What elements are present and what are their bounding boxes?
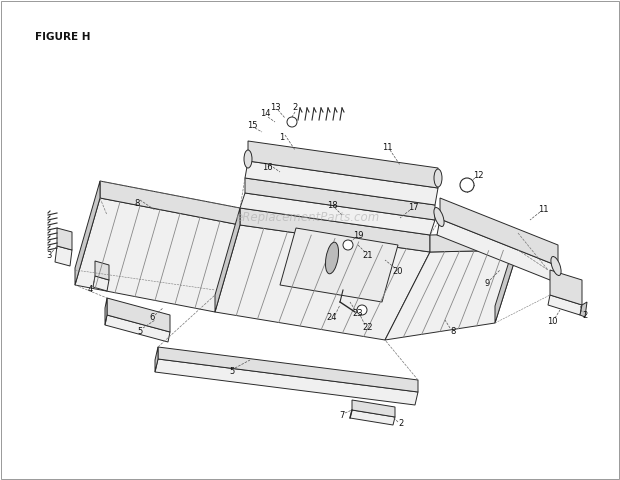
Text: 4: 4 (87, 286, 92, 295)
Circle shape (460, 178, 474, 192)
Text: 18: 18 (327, 201, 337, 209)
Text: 10: 10 (547, 316, 557, 325)
Polygon shape (215, 208, 240, 312)
Polygon shape (57, 228, 72, 250)
Polygon shape (280, 228, 398, 302)
Text: 13: 13 (270, 103, 280, 111)
Text: 22: 22 (363, 324, 373, 333)
Ellipse shape (551, 256, 561, 276)
Polygon shape (107, 298, 170, 332)
Circle shape (357, 305, 367, 315)
Ellipse shape (434, 169, 442, 187)
Text: 11: 11 (538, 204, 548, 214)
Polygon shape (93, 276, 109, 291)
Text: 17: 17 (408, 203, 419, 212)
Text: 12: 12 (472, 170, 483, 180)
Ellipse shape (244, 150, 252, 168)
Polygon shape (75, 198, 240, 312)
Text: 8: 8 (450, 326, 456, 336)
Polygon shape (352, 400, 395, 417)
Text: 7: 7 (339, 411, 345, 420)
Polygon shape (155, 359, 418, 405)
Text: 23: 23 (353, 309, 363, 317)
Circle shape (343, 240, 353, 250)
Polygon shape (240, 208, 430, 252)
Text: 11: 11 (382, 143, 392, 152)
Text: 2: 2 (293, 104, 298, 112)
Polygon shape (105, 298, 107, 325)
Polygon shape (548, 295, 582, 315)
Text: eReplacementParts.com: eReplacementParts.com (236, 212, 380, 225)
Circle shape (287, 117, 297, 127)
Polygon shape (248, 141, 438, 188)
Polygon shape (440, 198, 558, 266)
Text: 20: 20 (392, 266, 403, 276)
Text: 5: 5 (229, 367, 234, 375)
Text: 2: 2 (582, 311, 588, 320)
Polygon shape (215, 225, 430, 340)
Text: 1: 1 (280, 133, 285, 143)
Polygon shape (245, 161, 438, 205)
Text: 16: 16 (262, 164, 272, 172)
Text: 3: 3 (46, 251, 51, 260)
Text: 21: 21 (363, 251, 373, 260)
Polygon shape (240, 193, 435, 235)
Text: 8: 8 (135, 199, 140, 207)
Text: 24: 24 (327, 313, 337, 323)
Polygon shape (55, 246, 72, 266)
Polygon shape (245, 178, 435, 220)
Polygon shape (437, 219, 558, 282)
Text: 6: 6 (149, 313, 154, 323)
Polygon shape (105, 315, 170, 342)
Ellipse shape (434, 207, 444, 227)
Polygon shape (350, 410, 395, 425)
Text: 14: 14 (260, 109, 270, 119)
Polygon shape (495, 233, 518, 323)
Polygon shape (550, 270, 582, 305)
Ellipse shape (326, 242, 339, 274)
Text: 15: 15 (247, 120, 257, 130)
Text: 2: 2 (399, 420, 404, 429)
Text: 19: 19 (353, 230, 363, 240)
Polygon shape (580, 302, 587, 317)
Text: 9: 9 (484, 278, 490, 288)
Polygon shape (430, 233, 518, 252)
Polygon shape (385, 250, 518, 340)
Polygon shape (100, 181, 240, 225)
Text: FIGURE H: FIGURE H (35, 32, 91, 42)
Text: 5: 5 (138, 326, 143, 336)
Polygon shape (75, 181, 100, 285)
Polygon shape (158, 347, 418, 392)
Polygon shape (155, 347, 158, 372)
Polygon shape (95, 261, 109, 280)
